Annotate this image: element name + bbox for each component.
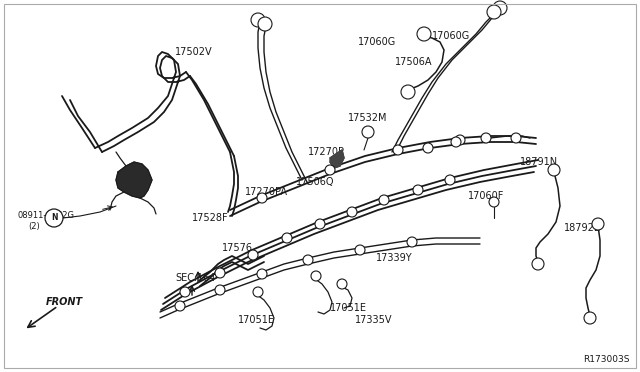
Text: 17576: 17576 [222,243,253,253]
Circle shape [481,133,491,143]
Circle shape [592,218,604,230]
Text: 08911-1062G: 08911-1062G [18,211,75,219]
Text: SEC.164: SEC.164 [175,273,216,283]
Text: FRONT: FRONT [46,297,83,307]
Text: 17051E: 17051E [238,315,275,325]
Circle shape [282,233,292,243]
Text: 17506A: 17506A [395,57,433,67]
Circle shape [445,175,455,185]
Circle shape [417,27,431,41]
Circle shape [455,135,465,145]
Circle shape [584,312,596,324]
Circle shape [407,237,417,247]
Circle shape [511,133,521,143]
Circle shape [253,287,263,297]
Circle shape [45,209,63,227]
Circle shape [548,164,560,176]
Circle shape [489,197,499,207]
Circle shape [303,255,313,265]
Circle shape [401,85,415,99]
Text: 17528F: 17528F [192,213,228,223]
Circle shape [362,126,374,138]
Circle shape [215,285,225,295]
Circle shape [532,258,544,270]
Text: 17502V: 17502V [175,47,212,57]
Circle shape [251,13,265,27]
Circle shape [315,219,325,229]
Circle shape [325,165,335,175]
Text: 17060G: 17060G [432,31,470,41]
Text: 17335V: 17335V [355,315,392,325]
Text: 17506Q: 17506Q [296,177,335,187]
Circle shape [180,287,190,297]
Text: 18791N: 18791N [520,157,558,167]
Text: 17270P: 17270P [308,147,345,157]
Circle shape [355,245,365,255]
Circle shape [487,5,501,19]
Circle shape [423,143,433,153]
Circle shape [258,17,272,31]
Circle shape [393,145,403,155]
Circle shape [311,271,321,281]
Circle shape [337,279,347,289]
Circle shape [215,268,225,278]
Circle shape [493,1,507,15]
Circle shape [257,193,267,203]
Text: N: N [51,214,57,222]
Circle shape [257,269,267,279]
Circle shape [347,207,357,217]
Text: (2): (2) [28,221,40,231]
Circle shape [379,195,389,205]
Text: 18792E: 18792E [564,223,601,233]
Text: 17060G: 17060G [358,37,396,47]
Text: 17270PA: 17270PA [245,187,288,197]
Text: R173003S: R173003S [584,355,630,364]
Text: 17339Y: 17339Y [376,253,413,263]
Polygon shape [116,162,152,198]
Circle shape [451,137,461,147]
Circle shape [175,301,185,311]
Polygon shape [330,150,344,168]
Circle shape [248,250,258,260]
Text: 17532M: 17532M [348,113,387,123]
Text: 17051E: 17051E [330,303,367,313]
Text: 17060F: 17060F [468,191,504,201]
Circle shape [413,185,423,195]
